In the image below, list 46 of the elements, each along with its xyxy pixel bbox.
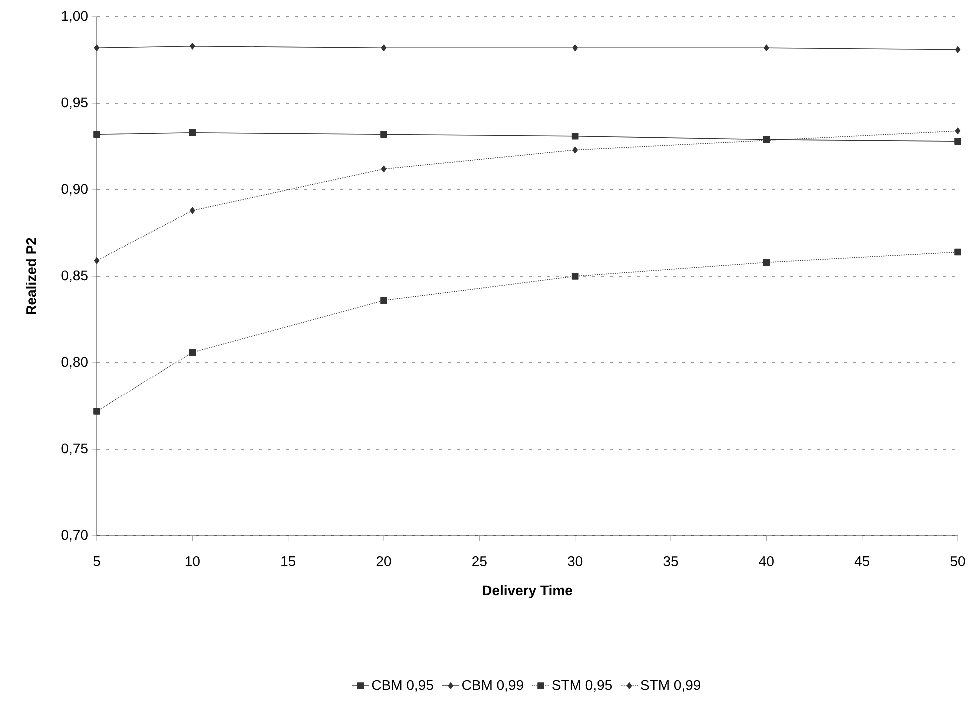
legend-label: CBM 0,95 xyxy=(372,680,434,692)
point xyxy=(380,297,388,304)
point xyxy=(189,130,196,136)
y-axis-title: Realized P2 xyxy=(26,238,36,314)
y-tick-label: 0,85 xyxy=(62,270,88,282)
x-tick-label: 50 xyxy=(950,556,966,566)
point xyxy=(94,258,100,264)
point xyxy=(380,131,388,138)
x-tick-label: 5 xyxy=(94,556,100,566)
point xyxy=(572,132,579,140)
x-tick-label: 45 xyxy=(854,556,870,566)
x-tick-label: 10 xyxy=(186,556,200,566)
point xyxy=(763,136,770,144)
point xyxy=(572,273,579,280)
point xyxy=(954,138,962,145)
point xyxy=(572,146,578,154)
x-tick-label: 40 xyxy=(759,556,774,566)
point xyxy=(189,349,196,356)
x-tick-label: 25 xyxy=(472,556,487,566)
x-tick-label: 35 xyxy=(664,556,678,566)
y-tick-label: 0,70 xyxy=(62,530,88,542)
point xyxy=(190,43,196,50)
legend-label: STM 0,95 xyxy=(552,680,612,692)
y-tick-label: 0,90 xyxy=(62,184,88,196)
point xyxy=(94,44,100,52)
point xyxy=(190,207,196,214)
point xyxy=(764,44,770,52)
point xyxy=(381,44,387,52)
point xyxy=(381,166,387,173)
legend-label: CBM 0,99 xyxy=(462,680,524,692)
point xyxy=(94,408,100,415)
y-tick-label: 0,80 xyxy=(62,357,88,369)
point xyxy=(955,46,961,54)
point xyxy=(763,259,770,266)
x-tick-label: 15 xyxy=(282,556,296,566)
point xyxy=(955,128,961,135)
x-tick-label: 20 xyxy=(376,556,392,566)
x-axis-title: Delivery Time xyxy=(483,585,572,598)
point xyxy=(572,44,578,52)
y-tick-label: 1,00 xyxy=(62,11,88,23)
y-tick-label: 0,75 xyxy=(62,444,88,456)
legend-label: STM 0,99 xyxy=(641,680,701,692)
y-tick-label: 0,95 xyxy=(62,98,88,110)
point xyxy=(954,248,962,256)
point xyxy=(94,131,100,138)
x-tick-label: 30 xyxy=(568,556,583,566)
